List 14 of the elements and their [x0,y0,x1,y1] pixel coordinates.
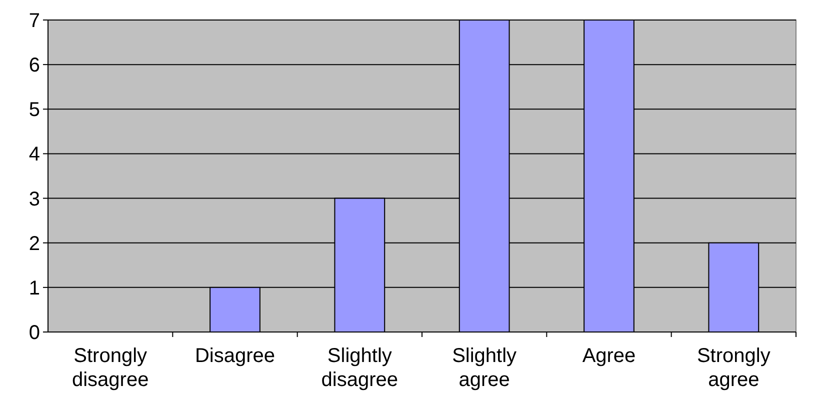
y-tick-label: 1 [28,277,40,300]
x-tick-label: Strongly agree [696,345,770,391]
y-tick-label: 2 [28,232,40,255]
y-tick-label: 4 [28,144,40,166]
y-tick-label: 0 [28,322,40,344]
y-tick-label: 6 [28,54,40,77]
y-tick-label: 7 [28,10,40,32]
x-tick-label: Disagree [194,345,276,367]
y-tick-label: 3 [28,188,40,210]
x-tick-label: Slightly disagree [321,345,398,391]
x-tick-label: Strongly disagree [72,345,149,391]
y-tick-label: 5 [28,99,40,122]
x-tick-label: Agree [582,345,636,367]
x-tick-label: Slightly agree [452,345,517,391]
